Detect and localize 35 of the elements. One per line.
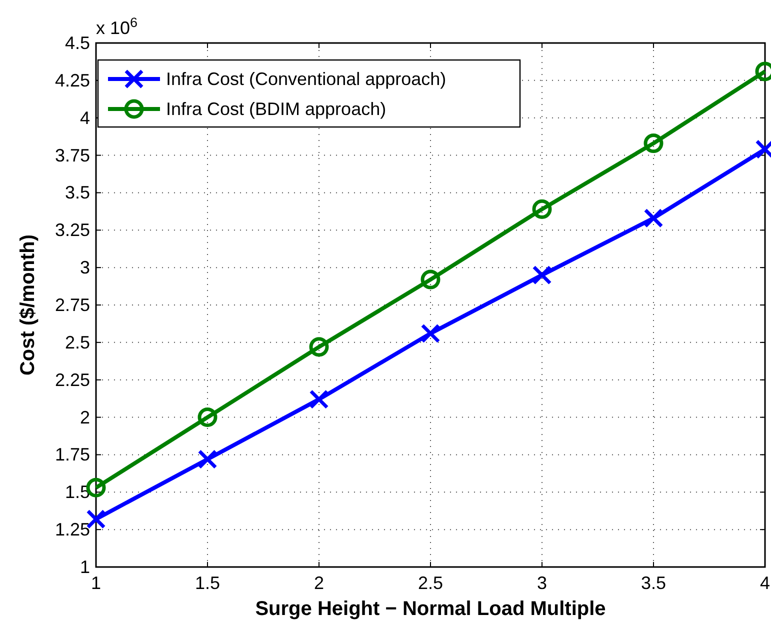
- y-tick-label: 4: [80, 108, 90, 128]
- y-tick-label: 2.25: [54, 370, 90, 390]
- y-tick-label: 1.75: [54, 444, 90, 465]
- y-tick-label: 2.5: [64, 332, 90, 352]
- x-tick-label: 2.5: [418, 573, 444, 593]
- y-tick-label: 2.75: [54, 295, 90, 315]
- y-tick-label: 2: [80, 407, 90, 428]
- y-axis-title: Cost ($/month): [17, 234, 39, 376]
- y-tick-label: 3.5: [64, 182, 90, 203]
- point: [644, 134, 664, 154]
- x-axis-title: Surge Height − Normal Load Multiple: [255, 598, 606, 620]
- text: x 10$^{6}$: [96, 14, 138, 38]
- point: [420, 324, 440, 344]
- x-tick-label: 4: [760, 573, 770, 593]
- x-tick-label: 2: [314, 573, 324, 593]
- point: [198, 449, 218, 469]
- x-tick-label: 3.5: [640, 573, 666, 593]
- point: [644, 208, 664, 228]
- legend-label: Infra Cost (BDIM approach): [166, 99, 386, 119]
- point: [198, 408, 218, 428]
- y-tick-label: 1.25: [54, 520, 90, 540]
- point: [309, 390, 329, 410]
- y-tick-label: 3.75: [54, 145, 90, 166]
- y-tick-label: 3.25: [54, 220, 90, 240]
- y-tick-label: 1: [80, 557, 90, 577]
- point: [532, 199, 552, 219]
- y-tick-label: 4.5: [64, 33, 90, 53]
- x-tick-label: 3: [536, 573, 548, 593]
- y-tick-label: 4.25: [54, 70, 90, 90]
- x-tick-label: 1.5: [194, 573, 220, 593]
- point: [309, 337, 329, 357]
- legend-label: Infra Cost (Conventional approach): [166, 69, 446, 89]
- y-tick-label: 3: [80, 258, 90, 278]
- point: [532, 265, 552, 285]
- point: [420, 270, 440, 290]
